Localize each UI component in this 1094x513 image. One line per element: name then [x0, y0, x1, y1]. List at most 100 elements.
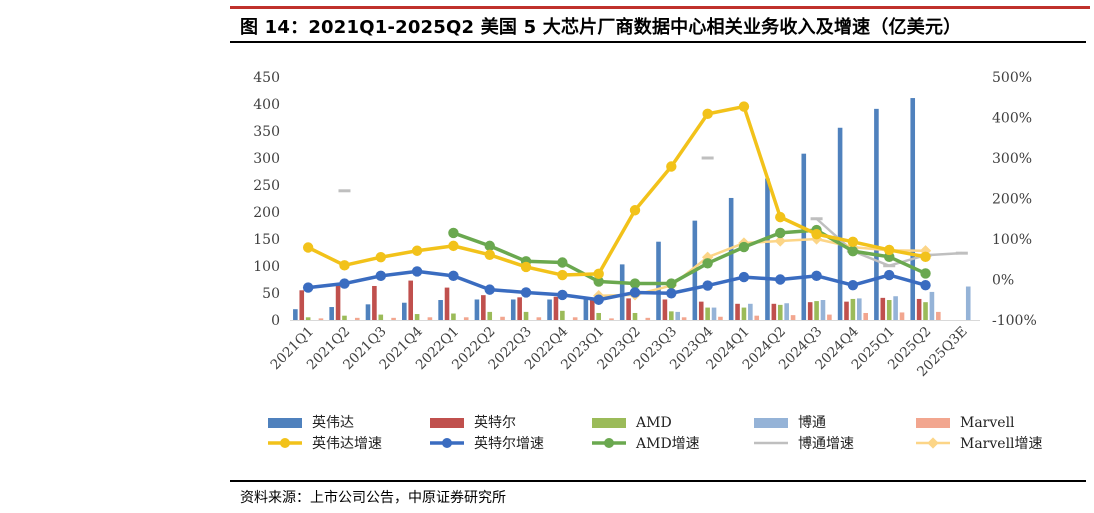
bar-4-1 [354, 317, 360, 320]
left-tick-label: 0 [271, 313, 280, 329]
bar-0-16 [874, 108, 879, 320]
bar-0-14 [801, 153, 807, 320]
line-1-point-13 [775, 274, 786, 285]
line-2-point-10 [666, 278, 677, 289]
bar-1-1 [335, 284, 341, 320]
left-tick-label: 200 [253, 205, 280, 221]
bar-1-0 [299, 290, 305, 320]
bar-1-8 [589, 300, 595, 320]
line-0-point-8 [593, 268, 604, 280]
bar-4-8 [609, 318, 614, 320]
line-0-point-15 [847, 236, 859, 248]
line-2-point-17 [920, 268, 931, 279]
bar-4-0 [318, 318, 324, 320]
line-1-point-3 [411, 266, 423, 277]
left-tick-label: 350 [253, 124, 280, 140]
legend-swatch-bar-1 [430, 418, 464, 428]
legend-label-line-1: 英特尔增速 [474, 435, 544, 452]
bar-0-8 [583, 296, 589, 320]
line-1-point-6 [520, 287, 532, 298]
bar-4-5 [500, 316, 505, 320]
bar-3-12 [748, 303, 753, 320]
line-2-point-4 [448, 227, 459, 239]
source-note: 资料来源：上市公司公告，中原证券研究所 [240, 490, 506, 506]
left-tick-label: 100 [253, 259, 280, 275]
line-2-point-13 [775, 227, 786, 239]
line-0-point-16 [884, 244, 895, 256]
legend-label-bar-3: 博通 [798, 414, 826, 431]
bar-0-0 [293, 309, 298, 320]
bar-2-0 [305, 317, 311, 320]
bar-1-10 [662, 299, 668, 320]
legend-label-bar-0: 英伟达 [312, 414, 354, 431]
bar-2-3 [414, 314, 420, 320]
left-tick-label: 450 [253, 70, 280, 86]
line-1-point-4 [448, 270, 459, 282]
bar-4-12 [754, 315, 760, 320]
legend-marker-4 [927, 437, 939, 449]
bar-2-11 [705, 307, 710, 320]
legend-label-line-3: 博通增速 [798, 435, 854, 452]
line-0-point-11 [702, 108, 713, 120]
bar-4-16 [899, 312, 905, 320]
line-1-point-14 [811, 270, 822, 282]
bar-2-4 [451, 313, 456, 320]
legend-label-line-4: Marvell增速 [960, 436, 1043, 452]
bar-0-6 [510, 299, 516, 320]
bar-4-10 [681, 317, 687, 320]
bar-0-15 [837, 127, 843, 320]
left-tick-label: 250 [253, 178, 280, 194]
line-0-point-10 [666, 161, 677, 172]
bar-2-17 [923, 302, 928, 320]
bar-1-17 [916, 298, 922, 320]
line-0-point-5 [484, 249, 495, 260]
bar-0-5 [474, 299, 480, 320]
legend-marker-1 [442, 438, 452, 448]
line-2-seg-0 [451, 228, 928, 286]
line-0-point-13 [775, 211, 786, 223]
line-marks [302, 101, 968, 305]
right-tick-label: 500% [992, 70, 1032, 86]
bar-2-9 [632, 312, 638, 320]
bar-2-13 [777, 304, 783, 320]
line-0-point-3 [411, 245, 423, 256]
bar-1-13 [771, 303, 777, 320]
bar-4-17 [936, 311, 941, 320]
legend-label-bar-1: 英特尔 [474, 414, 516, 431]
line-1-point-17 [920, 279, 931, 291]
bar-1-6 [517, 297, 522, 320]
line-2-point-5 [484, 240, 495, 252]
line-2-point-8 [593, 276, 604, 287]
line-1-point-16 [884, 269, 895, 281]
legend-marker-0 [280, 438, 290, 448]
bar-4-14 [827, 314, 832, 320]
bar-0-7 [547, 299, 552, 320]
line-0-point-1 [339, 260, 350, 271]
bar-4-9 [645, 317, 651, 320]
bar-3-13 [784, 303, 789, 320]
chart-container: 0 50 100 150 200 250 300 350 400 450 -100% 0% 100% 2… [0, 44, 1094, 480]
bar-1-2 [372, 285, 377, 320]
bar-2-2 [378, 314, 384, 320]
bar-2-7 [560, 310, 565, 320]
bar-3-10 [675, 311, 681, 320]
bar-4-2 [391, 317, 396, 320]
line-0-point-2 [375, 252, 386, 263]
line-0-point-0 [302, 242, 314, 253]
bar-2-14 [814, 301, 819, 320]
bar-4-6 [536, 317, 542, 320]
bar-1-7 [553, 296, 559, 320]
line-0-point-12 [738, 101, 750, 112]
top-rule [230, 6, 1090, 9]
line-0-point-4 [448, 240, 459, 252]
legend-label-bar-4: Marvell [960, 415, 1015, 431]
right-tick-label: -100% [992, 313, 1037, 329]
line-0-point-17 [920, 251, 931, 263]
bar-1-15 [844, 301, 849, 320]
line-1-point-9 [629, 287, 641, 298]
line-1-point-11 [702, 280, 713, 291]
bar-0-1 [329, 307, 334, 320]
right-tick-label: 100% [992, 232, 1032, 248]
bar-0-13 [765, 178, 770, 320]
bar-1-3 [408, 280, 414, 320]
